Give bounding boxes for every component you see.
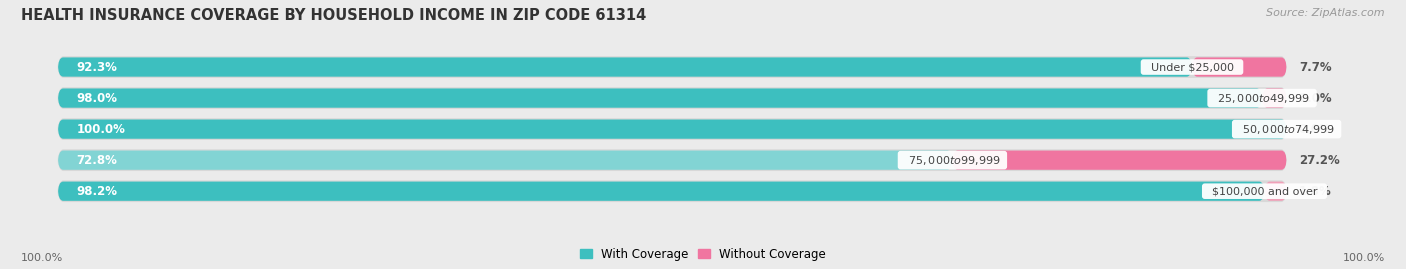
FancyBboxPatch shape [58, 180, 1286, 202]
Text: 98.0%: 98.0% [76, 91, 117, 105]
Text: 100.0%: 100.0% [1343, 253, 1385, 263]
Text: 27.2%: 27.2% [1299, 154, 1340, 167]
Text: 100.0%: 100.0% [76, 123, 125, 136]
FancyBboxPatch shape [58, 56, 1286, 78]
FancyBboxPatch shape [58, 119, 1286, 139]
Text: 7.7%: 7.7% [1299, 61, 1331, 73]
FancyBboxPatch shape [58, 118, 1286, 140]
FancyBboxPatch shape [58, 151, 952, 170]
FancyBboxPatch shape [1264, 182, 1286, 201]
FancyBboxPatch shape [58, 149, 1286, 171]
FancyBboxPatch shape [58, 57, 1192, 77]
FancyBboxPatch shape [58, 89, 1263, 108]
FancyBboxPatch shape [952, 151, 1286, 170]
Text: $50,000 to $74,999: $50,000 to $74,999 [1234, 123, 1339, 136]
Text: 0.0%: 0.0% [1299, 123, 1331, 136]
FancyBboxPatch shape [1263, 89, 1286, 108]
Text: HEALTH INSURANCE COVERAGE BY HOUSEHOLD INCOME IN ZIP CODE 61314: HEALTH INSURANCE COVERAGE BY HOUSEHOLD I… [21, 8, 647, 23]
FancyBboxPatch shape [58, 182, 1264, 201]
Text: $100,000 and over: $100,000 and over [1205, 186, 1324, 196]
Text: 2.0%: 2.0% [1299, 91, 1331, 105]
Text: 100.0%: 100.0% [21, 253, 63, 263]
Legend: With Coverage, Without Coverage: With Coverage, Without Coverage [575, 243, 831, 265]
Text: 72.8%: 72.8% [76, 154, 117, 167]
Text: $25,000 to $49,999: $25,000 to $49,999 [1211, 91, 1315, 105]
Text: $75,000 to $99,999: $75,000 to $99,999 [900, 154, 1004, 167]
FancyBboxPatch shape [58, 87, 1286, 109]
Text: Under $25,000: Under $25,000 [1143, 62, 1240, 72]
Text: 98.2%: 98.2% [76, 185, 117, 198]
Text: 1.8%: 1.8% [1299, 185, 1331, 198]
Text: 92.3%: 92.3% [76, 61, 117, 73]
Text: Source: ZipAtlas.com: Source: ZipAtlas.com [1267, 8, 1385, 18]
FancyBboxPatch shape [1192, 57, 1286, 77]
